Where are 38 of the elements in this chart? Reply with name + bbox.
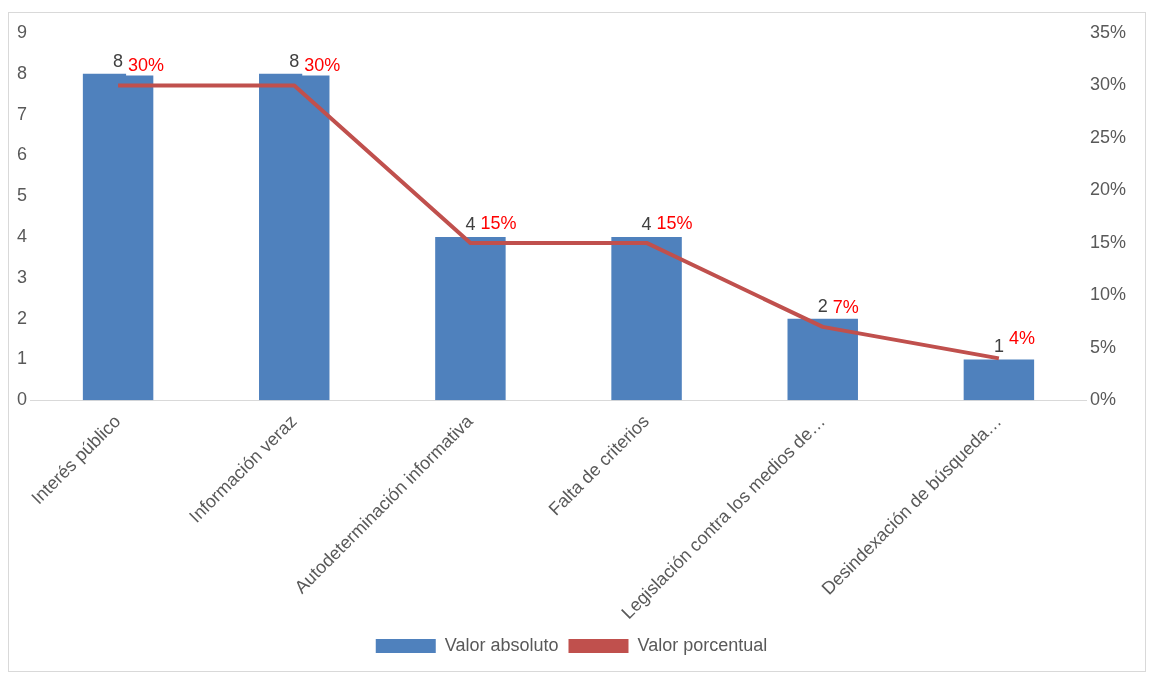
data-label: 15% xyxy=(656,212,693,233)
data-label: 8 xyxy=(113,50,124,71)
bar xyxy=(259,73,330,401)
legend-label: Valor porcentual xyxy=(637,634,768,655)
y-tick-label: 9 xyxy=(17,21,28,42)
y-tick-label: 2 xyxy=(17,307,28,328)
y-tick-label: 7 xyxy=(17,103,28,124)
data-label: 7% xyxy=(832,296,859,317)
y2-tick-label: 20% xyxy=(1089,179,1126,200)
bar xyxy=(435,237,506,401)
data-label: 15% xyxy=(480,212,517,233)
y-tick-label: 4 xyxy=(17,226,28,247)
data-label: 2 xyxy=(817,295,828,316)
data-label: 4% xyxy=(1008,328,1035,349)
bar xyxy=(82,73,154,401)
data-label: 1 xyxy=(993,336,1004,357)
y2-tick-label: 0% xyxy=(1089,389,1116,410)
y2-tick-label: 15% xyxy=(1089,231,1126,252)
y2-tick-label: 10% xyxy=(1089,284,1126,305)
data-label: 30% xyxy=(128,55,165,76)
y-tick-label: 3 xyxy=(17,266,28,287)
y2-tick-label: 35% xyxy=(1089,21,1126,42)
y-tick-label: 8 xyxy=(17,62,28,83)
bar xyxy=(787,318,858,401)
legend-label: Valor absoluto xyxy=(444,634,559,655)
data-label: 30% xyxy=(304,55,341,76)
data-label: 4 xyxy=(465,214,476,235)
data-label: 8 xyxy=(289,50,300,71)
y2-tick-label: 30% xyxy=(1089,74,1126,95)
y2-tick-label: 25% xyxy=(1089,126,1126,147)
y-tick-label: 0 xyxy=(17,389,28,410)
y-tick-label: 1 xyxy=(17,348,28,369)
y2-tick-label: 5% xyxy=(1089,336,1116,357)
data-label: 4 xyxy=(641,214,652,235)
bar xyxy=(611,237,682,401)
y-tick-label: 6 xyxy=(17,144,28,165)
y-tick-label: 5 xyxy=(17,185,28,206)
bar xyxy=(963,359,1035,401)
